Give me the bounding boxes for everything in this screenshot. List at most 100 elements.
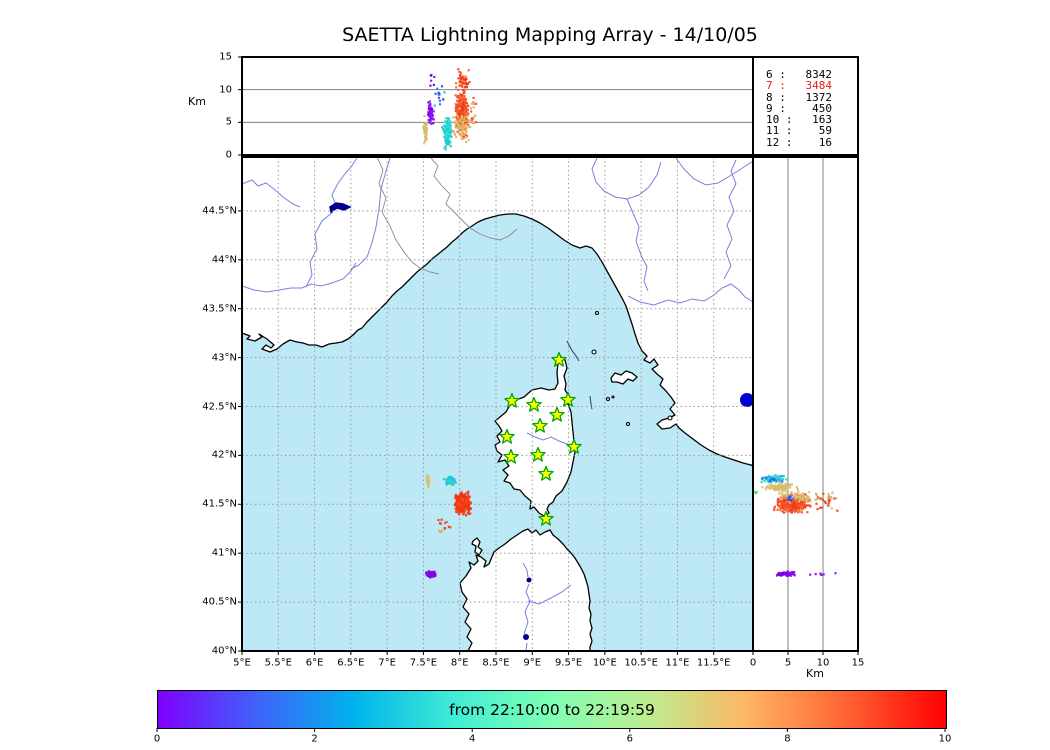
colorbar-label: from 22:10:00 to 22:19:59 <box>449 700 655 719</box>
lma-station-star <box>526 396 542 412</box>
river <box>675 157 753 186</box>
source-count-row: 10 : 163 <box>766 113 846 127</box>
station-count-id: 6 : <box>766 68 786 81</box>
latitude-tick-label: 44°N <box>211 254 237 266</box>
solution-count: 59 <box>818 124 832 138</box>
river <box>523 583 531 635</box>
lma-station-star <box>499 428 515 444</box>
longitude-tick-label: 6°E <box>305 657 324 669</box>
right-km-tick-label: 0 <box>749 657 757 669</box>
river <box>242 179 301 208</box>
islet <box>667 415 673 421</box>
lake <box>740 393 753 407</box>
islet <box>625 421 631 427</box>
right-km-tick-label: 5 <box>784 657 792 669</box>
station-count-id: 12 : <box>766 135 793 149</box>
latitude-tick-label: 41°N <box>211 547 237 559</box>
longitude-tick-label: 8°E <box>450 657 469 669</box>
solution-count: 8342 <box>805 68 833 81</box>
islet <box>591 349 597 355</box>
river <box>526 432 576 447</box>
latitude-tick-label: 43.5°N <box>202 303 237 315</box>
solution-count: 163 <box>812 113 832 127</box>
lake <box>523 634 529 640</box>
river <box>305 211 334 288</box>
lma-station-star <box>504 392 520 408</box>
right-panel-xlabel: Km <box>806 667 824 680</box>
river <box>723 159 737 280</box>
river <box>350 157 391 270</box>
source-count-row: 6 : 8342 <box>766 68 846 81</box>
lma-station-star <box>532 417 548 433</box>
river <box>626 198 649 292</box>
station-count-id: 7 : <box>766 79 786 93</box>
station-count-id: 8 : <box>766 90 786 104</box>
source-count-row: 8 : 1372 <box>766 90 846 104</box>
land-asinara <box>471 537 483 556</box>
time-colorbar: from 22:10:00 to 22:19:59 <box>157 690 947 729</box>
lma-station-star <box>538 510 554 526</box>
solution-count: 16 <box>818 135 832 149</box>
lightning-scatter-altitude-latitude <box>753 474 839 577</box>
longitude-tick-label: 9.5°E <box>554 657 583 669</box>
longitude-tick-label: 7.5°E <box>409 657 438 669</box>
altitude-tick-label: 10 <box>219 84 232 96</box>
latitude-tick-label: 42°N <box>211 449 237 461</box>
station-count-id: 9 : <box>766 101 786 115</box>
islet <box>605 396 611 402</box>
colorbar-tick-label: 0 <box>153 733 161 745</box>
source-count-row: 9 : 450 <box>766 101 846 115</box>
lma-station-star <box>538 465 554 481</box>
panel-borders <box>241 56 859 652</box>
lma-station-star <box>503 448 519 464</box>
river <box>525 642 528 651</box>
longitude-tick-label: 8.5°E <box>482 657 510 669</box>
latitude-tick-label: 44.5°N <box>202 205 237 217</box>
admin-border <box>376 157 440 275</box>
source-count-row: 11 : 59 <box>766 124 846 138</box>
latitude-tick-label: 42.5°N <box>202 401 237 412</box>
colorbar-tick-label: 4 <box>469 733 476 745</box>
altitude-tick-label: 15 <box>219 51 232 63</box>
longitude-tick-label: 5°E <box>233 657 251 669</box>
colorbar-tick-label: 2 <box>311 733 318 745</box>
colorbar-tick-label: 8 <box>784 733 791 745</box>
lma-station-star <box>530 446 546 462</box>
longitude-tick-label: 6.5°E <box>337 657 365 669</box>
station-count-id: 10 : <box>766 113 793 127</box>
latitude-tick-label: 40°N <box>211 645 237 657</box>
source-count-row: 12 : 16 <box>766 135 846 149</box>
top-panel-ylabel: Km <box>188 95 206 108</box>
station-markers <box>499 351 582 526</box>
latitude-tick-label: 43°N <box>211 352 237 364</box>
lake <box>329 202 352 214</box>
altitude-tick-label: 0 <box>225 149 232 161</box>
panel-gridlines <box>242 89 824 651</box>
river <box>242 262 357 293</box>
river <box>522 562 529 578</box>
land-mainland <box>242 157 753 467</box>
lake <box>526 577 532 583</box>
solution-count: 3484 <box>805 79 833 93</box>
solution-count: 450 <box>812 101 832 115</box>
admin-border <box>429 157 518 241</box>
lightning-scatter-altitude-longitude <box>422 68 478 151</box>
river <box>331 157 358 204</box>
sea-line <box>566 340 580 362</box>
lightning-scatter-map <box>425 474 473 579</box>
river <box>627 283 753 306</box>
islet <box>594 310 600 316</box>
longitude-tick-label: 11°E <box>665 657 690 669</box>
sea-line <box>589 395 593 410</box>
longitude-tick-label: 10°E <box>592 657 617 669</box>
river <box>527 584 572 605</box>
land-sardinia <box>459 528 593 651</box>
longitude-tick-label: 5.5°E <box>264 657 292 669</box>
longitude-tick-label: 11.5°E <box>696 657 731 669</box>
source-count-row: 7 : 3484 <box>766 79 846 93</box>
lma-station-star <box>551 351 567 367</box>
longitude-tick-label: 7°E <box>378 657 396 669</box>
right-km-tick-label: 15 <box>851 657 865 669</box>
lma-station-star <box>566 438 582 454</box>
